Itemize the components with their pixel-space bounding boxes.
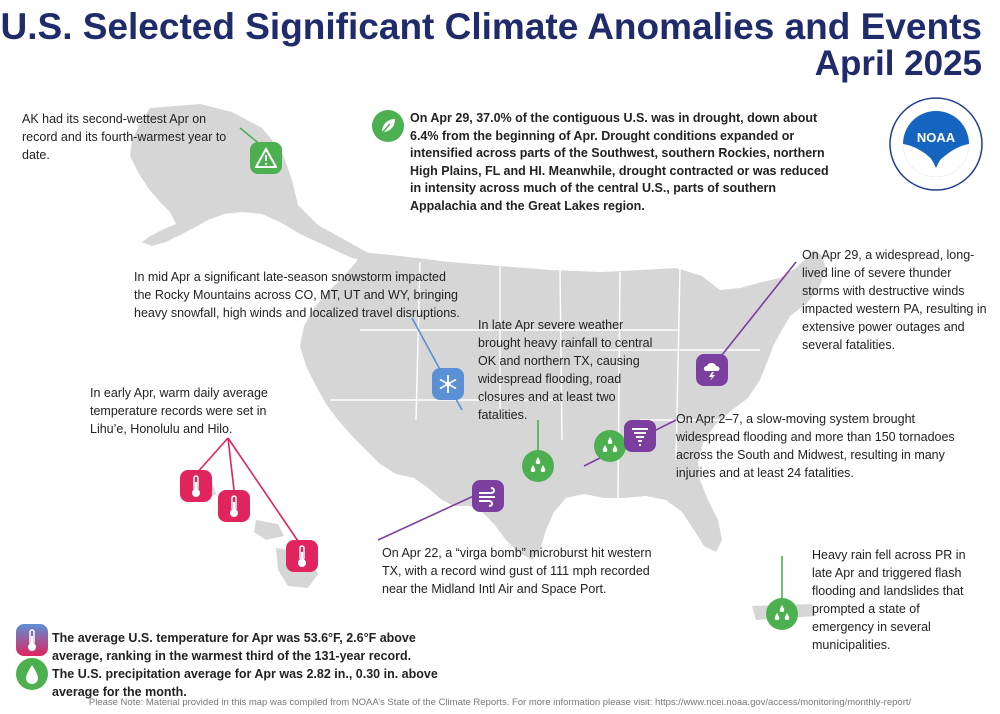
wind-icon	[472, 480, 504, 512]
state-borders	[330, 261, 760, 499]
south-midwest-event-text: On Apr 2–7, a slow-moving system brought…	[676, 412, 955, 480]
hawaii-maui	[254, 520, 284, 540]
thermometer-icon-hilo	[286, 540, 318, 572]
page-subtitle: April 2025	[814, 44, 982, 83]
alaska-event-text: AK had its second-wettest Apr on record …	[22, 112, 227, 162]
noaa-logo: NOAA	[889, 97, 983, 191]
warning-icon	[250, 142, 282, 174]
raindrops-icon-south	[594, 430, 626, 462]
tornado-icon	[624, 420, 656, 452]
thunderstorm-icon	[696, 354, 728, 386]
svg-text:NOAA: NOAA	[917, 130, 956, 145]
snowflake-icon	[432, 368, 464, 400]
hawaii-callout-line-1	[195, 437, 229, 475]
pa-callout-line	[717, 261, 797, 361]
summary-raindrop-icon	[16, 658, 48, 690]
thermometer-icon-honolulu	[218, 490, 250, 522]
summary-thermometer-icon	[16, 624, 48, 656]
puerto-rico-event-text: Heavy rain fell across PR in late Apr an…	[812, 548, 966, 652]
west-texas-event-text: On Apr 22, a “virga bomb” microburst hit…	[382, 546, 652, 596]
west-texas-callout-line	[377, 493, 479, 541]
raindrops-icon-ok-tx	[522, 450, 554, 482]
hawaii-callout-line-2	[227, 437, 235, 491]
hawaii-event-text: In early Apr, warm daily average tempera…	[90, 386, 268, 436]
ok-tx-event-text: In late Apr severe weather brought heavy…	[478, 318, 653, 422]
raindrops-icon-pr	[766, 598, 798, 630]
contiguous-us-landmass	[300, 250, 826, 560]
hawaii-callout-line-3	[227, 437, 301, 545]
summary-precipitation-text: The U.S. precipitation average for Apr w…	[52, 667, 438, 699]
rockies-snow-event-text: In mid Apr a significant late-season sno…	[134, 270, 460, 320]
leaf-icon	[372, 110, 404, 142]
alaska-landmass	[130, 104, 376, 262]
thermometer-icon-lihue	[180, 470, 212, 502]
footnote: Please Note: Material provided in this m…	[88, 697, 912, 708]
page-title: U.S. Selected Significant Climate Anomal…	[0, 6, 982, 47]
summary-temperature-text: The average U.S. temperature for Apr was…	[52, 631, 416, 663]
drought-event-text: On Apr 29, 37.0% of the contiguous U.S. …	[410, 111, 829, 213]
pennsylvania-event-text: On Apr 29, a widespread, long-lived line…	[802, 248, 987, 352]
